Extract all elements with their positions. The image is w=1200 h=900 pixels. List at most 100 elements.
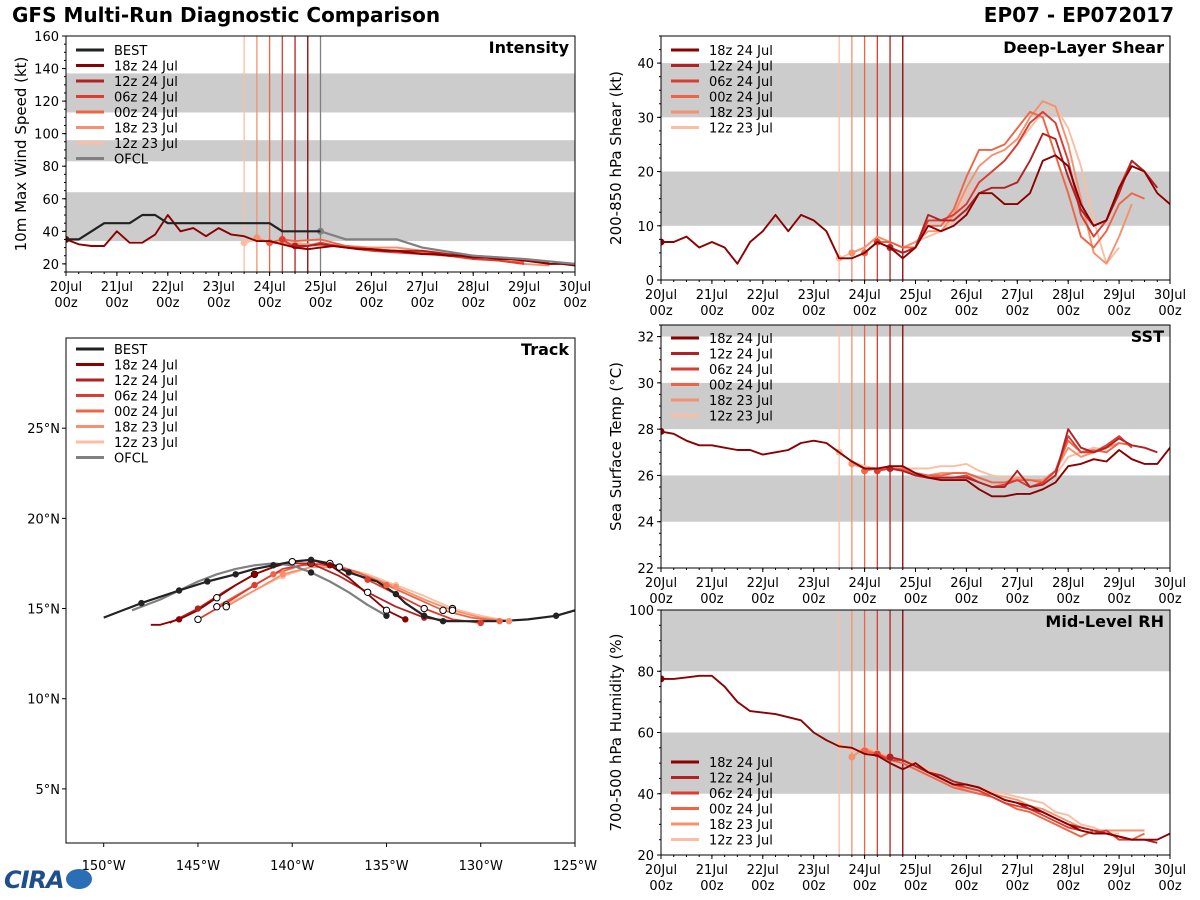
x-tick-label-date: 21Jul <box>696 576 728 591</box>
legend-label-00z-24-jul: 00z 24 Jul <box>709 91 773 106</box>
y-tick-label: 10 <box>637 220 654 235</box>
x-tick-label: 150°W <box>82 859 126 874</box>
panel-title: SST <box>1131 327 1164 346</box>
x-tick-label-date: 29Jul <box>508 280 540 295</box>
y-tick-label: 60 <box>637 727 654 742</box>
init-marker-18z-23-jul <box>848 753 856 761</box>
threshold-band-1 <box>661 63 1170 118</box>
legend-label-18z-23-jul: 18z 23 Jul <box>709 818 773 833</box>
y-tick-label: 24 <box>637 516 654 531</box>
globe-icon <box>65 869 92 889</box>
x-tick-label-date: 28Jul <box>1052 863 1084 878</box>
x-tick-label-date: 20Jul <box>50 280 82 295</box>
y-tick-label: 160 <box>34 30 59 45</box>
track-position-marker-18z-23-jul <box>392 583 400 591</box>
legend-label-12z-23-jul: 12z 23 Jul <box>709 410 773 425</box>
x-tick-label-date: 24Jul <box>848 576 880 591</box>
x-tick-label-date: 25Jul <box>304 280 336 295</box>
track-position-marker-12z-24-jul <box>363 588 372 597</box>
x-tick-label-hour: 00z <box>54 296 78 311</box>
x-tick-label-date: 22Jul <box>747 576 779 591</box>
x-tick-label-date: 22Jul <box>747 863 779 878</box>
x-tick-label-date: 20Jul <box>645 576 677 591</box>
track-position-marker-best <box>204 578 211 585</box>
track-position-marker-12z-24-jul <box>194 605 202 612</box>
x-tick-label-date: 21Jul <box>696 863 728 878</box>
legend-label-12z-24-jul: 12z 24 Jul <box>709 60 773 75</box>
track-position-marker-best <box>552 612 560 619</box>
x-tick-label-hour: 00z <box>649 592 673 607</box>
x-tick-label-date: 26Jul <box>355 280 387 295</box>
x-tick-label-date: 26Jul <box>950 576 982 591</box>
legend-label-12z-23-jul: 12z 23 Jul <box>709 834 773 849</box>
x-tick-label-date: 29Jul <box>1103 863 1135 878</box>
series-line-18z-24-jul <box>66 214 575 267</box>
x-tick-label-hour: 00z <box>751 304 775 319</box>
series-line-00z-24-jul <box>863 110 1145 254</box>
plot-area <box>661 610 1170 855</box>
x-tick-label-date: 22Jul <box>747 288 779 303</box>
x-tick-label-date: 26Jul <box>950 288 982 303</box>
track-position-marker-00z-24-jul <box>439 606 447 615</box>
y-tick-label: 10°N <box>27 693 60 708</box>
x-tick-label-hour: 00z <box>1158 592 1182 607</box>
x-tick-label-hour: 00z <box>258 296 282 311</box>
y-tick-label: 20 <box>637 849 654 864</box>
track-line-12z-23-jul <box>225 566 510 623</box>
track-position-marker-best <box>232 571 239 578</box>
y-tick-label: 120 <box>34 95 59 110</box>
x-tick-label-date: 21Jul <box>696 288 728 303</box>
y-axis-label: 200-850 hPa Shear (kt) <box>607 71 625 245</box>
track-position-marker-18z-24-jul <box>213 594 221 602</box>
x-tick-label-hour: 00z <box>1107 304 1131 319</box>
x-tick-label-date: 28Jul <box>1052 288 1084 303</box>
threshold-band-1 <box>661 382 1170 430</box>
x-tick-label-hour: 00z <box>1006 879 1030 894</box>
init-marker-06z-24-jul <box>278 235 286 243</box>
chart-sst: 22242628303220Jul00z21Jul00z22Jul00z23Ju… <box>607 324 1186 607</box>
init-marker-18z-24-jul <box>661 427 665 435</box>
chart-intensity: 2040608010012014016020Jul00z21Jul00z22Ju… <box>12 30 591 311</box>
y-tick-label: 30 <box>637 377 654 392</box>
legend-label-18z-23-jul: 18z 23 Jul <box>114 122 178 137</box>
x-tick-label-hour: 00z <box>904 304 928 319</box>
track-position-marker-best <box>307 556 315 564</box>
x-tick-label-hour: 00z <box>853 592 877 607</box>
y-axis-label: 10m Max Wind Speed (kt) <box>12 57 30 252</box>
x-tick-label-hour: 00z <box>207 296 231 311</box>
x-tick-label-date: 20Jul <box>645 288 677 303</box>
x-tick-label-date: 30Jul <box>559 280 591 295</box>
track-position-marker-18z-23-jul <box>448 606 457 615</box>
y-axis-label: Sea Surface Temp (°C) <box>607 362 625 531</box>
x-tick-label-date: 24Jul <box>253 280 285 295</box>
x-tick-label-date: 21Jul <box>101 280 133 295</box>
x-tick-label-date: 30Jul <box>1154 288 1186 303</box>
panel-title: Intensity <box>489 38 570 57</box>
x-tick-label-hour: 00z <box>1107 592 1131 607</box>
x-tick-label: 140°W <box>270 859 314 874</box>
track-position-marker-00z-24-jul <box>213 603 221 611</box>
x-tick-label-hour: 00z <box>1158 879 1182 894</box>
y-tick-label: 0 <box>646 274 654 289</box>
legend-label-06z-24-jul: 06z 24 Jul <box>709 363 773 378</box>
init-marker-18z-24-jul <box>661 238 665 246</box>
figure-title: GFS Multi-Run Diagnostic Comparison <box>12 3 441 27</box>
y-tick-label: 60 <box>42 193 59 208</box>
x-tick-label-hour: 00z <box>512 296 536 311</box>
track-position-marker-00z-24-jul <box>270 571 277 578</box>
x-tick-label-hour: 00z <box>853 879 877 894</box>
legend-label-ofcl: OFCL <box>114 452 149 467</box>
track-position-marker-18z-23-jul <box>222 603 230 611</box>
series-line-12z-24-jul <box>889 132 1159 254</box>
x-tick-label-hour: 00z <box>1006 304 1030 319</box>
x-tick-label-date: 28Jul <box>1052 576 1084 591</box>
track-position-marker-06z-24-jul <box>477 619 484 627</box>
chart-shear: 01020304020Jul00z21Jul00z22Jul00z23Jul00… <box>607 35 1186 319</box>
track-position-marker-18z-24-jul <box>175 616 183 623</box>
x-tick-label-hour: 00z <box>1158 304 1182 319</box>
legend-label-18z-24-jul: 18z 24 Jul <box>114 60 178 75</box>
panel-title: Deep-Layer Shear <box>1003 38 1164 57</box>
y-tick-label: 100 <box>34 128 59 143</box>
x-tick-label-date: 30Jul <box>1154 863 1186 878</box>
storm-id: EP07 - EP072017 <box>983 3 1174 27</box>
